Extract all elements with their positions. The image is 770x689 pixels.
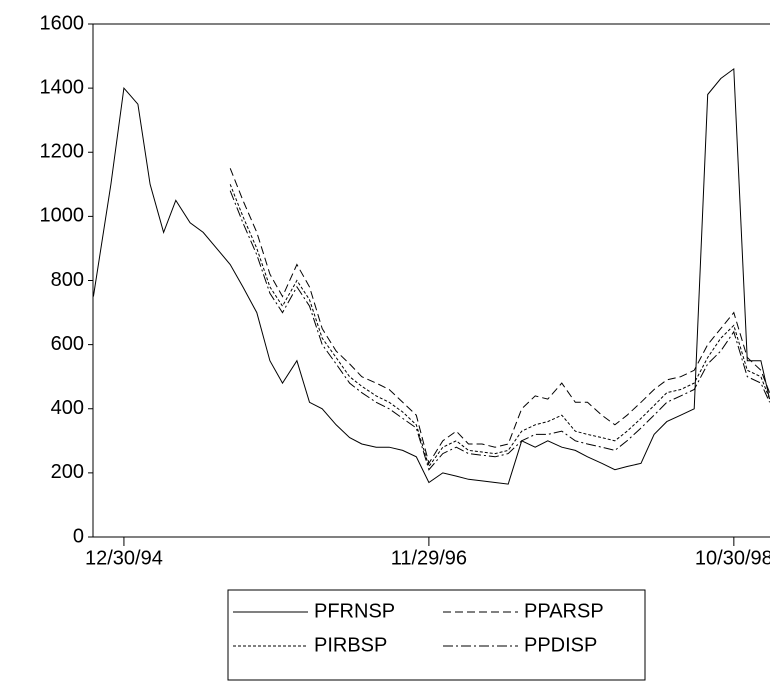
x-tick-label: 12/30/94 [85,547,163,569]
series-line [92,67,770,485]
y-tick-label: 1200 [40,141,85,163]
x-tick-label: 10/30/98 [695,547,770,569]
y-tick-label: 800 [51,269,84,291]
y-tick-label: 1600 [40,12,85,34]
series-line [229,184,770,468]
legend-label: PIRBSP [314,634,387,656]
legend-label: PFRNSP [314,600,395,622]
legend-label: PPDISP [524,634,597,656]
y-tick-label: 1400 [40,76,85,98]
x-tick-label: 11/29/96 [391,547,467,569]
y-tick-label: 600 [51,333,84,355]
y-tick-label: 200 [51,461,84,483]
y-tick-label: 400 [51,397,84,419]
series-line [229,168,770,465]
legend-box [227,589,646,681]
series-line [229,190,770,471]
y-tick-label: 0 [73,525,84,547]
legend-label: PPARSP [524,600,604,622]
y-tick-label: 1000 [40,205,85,227]
